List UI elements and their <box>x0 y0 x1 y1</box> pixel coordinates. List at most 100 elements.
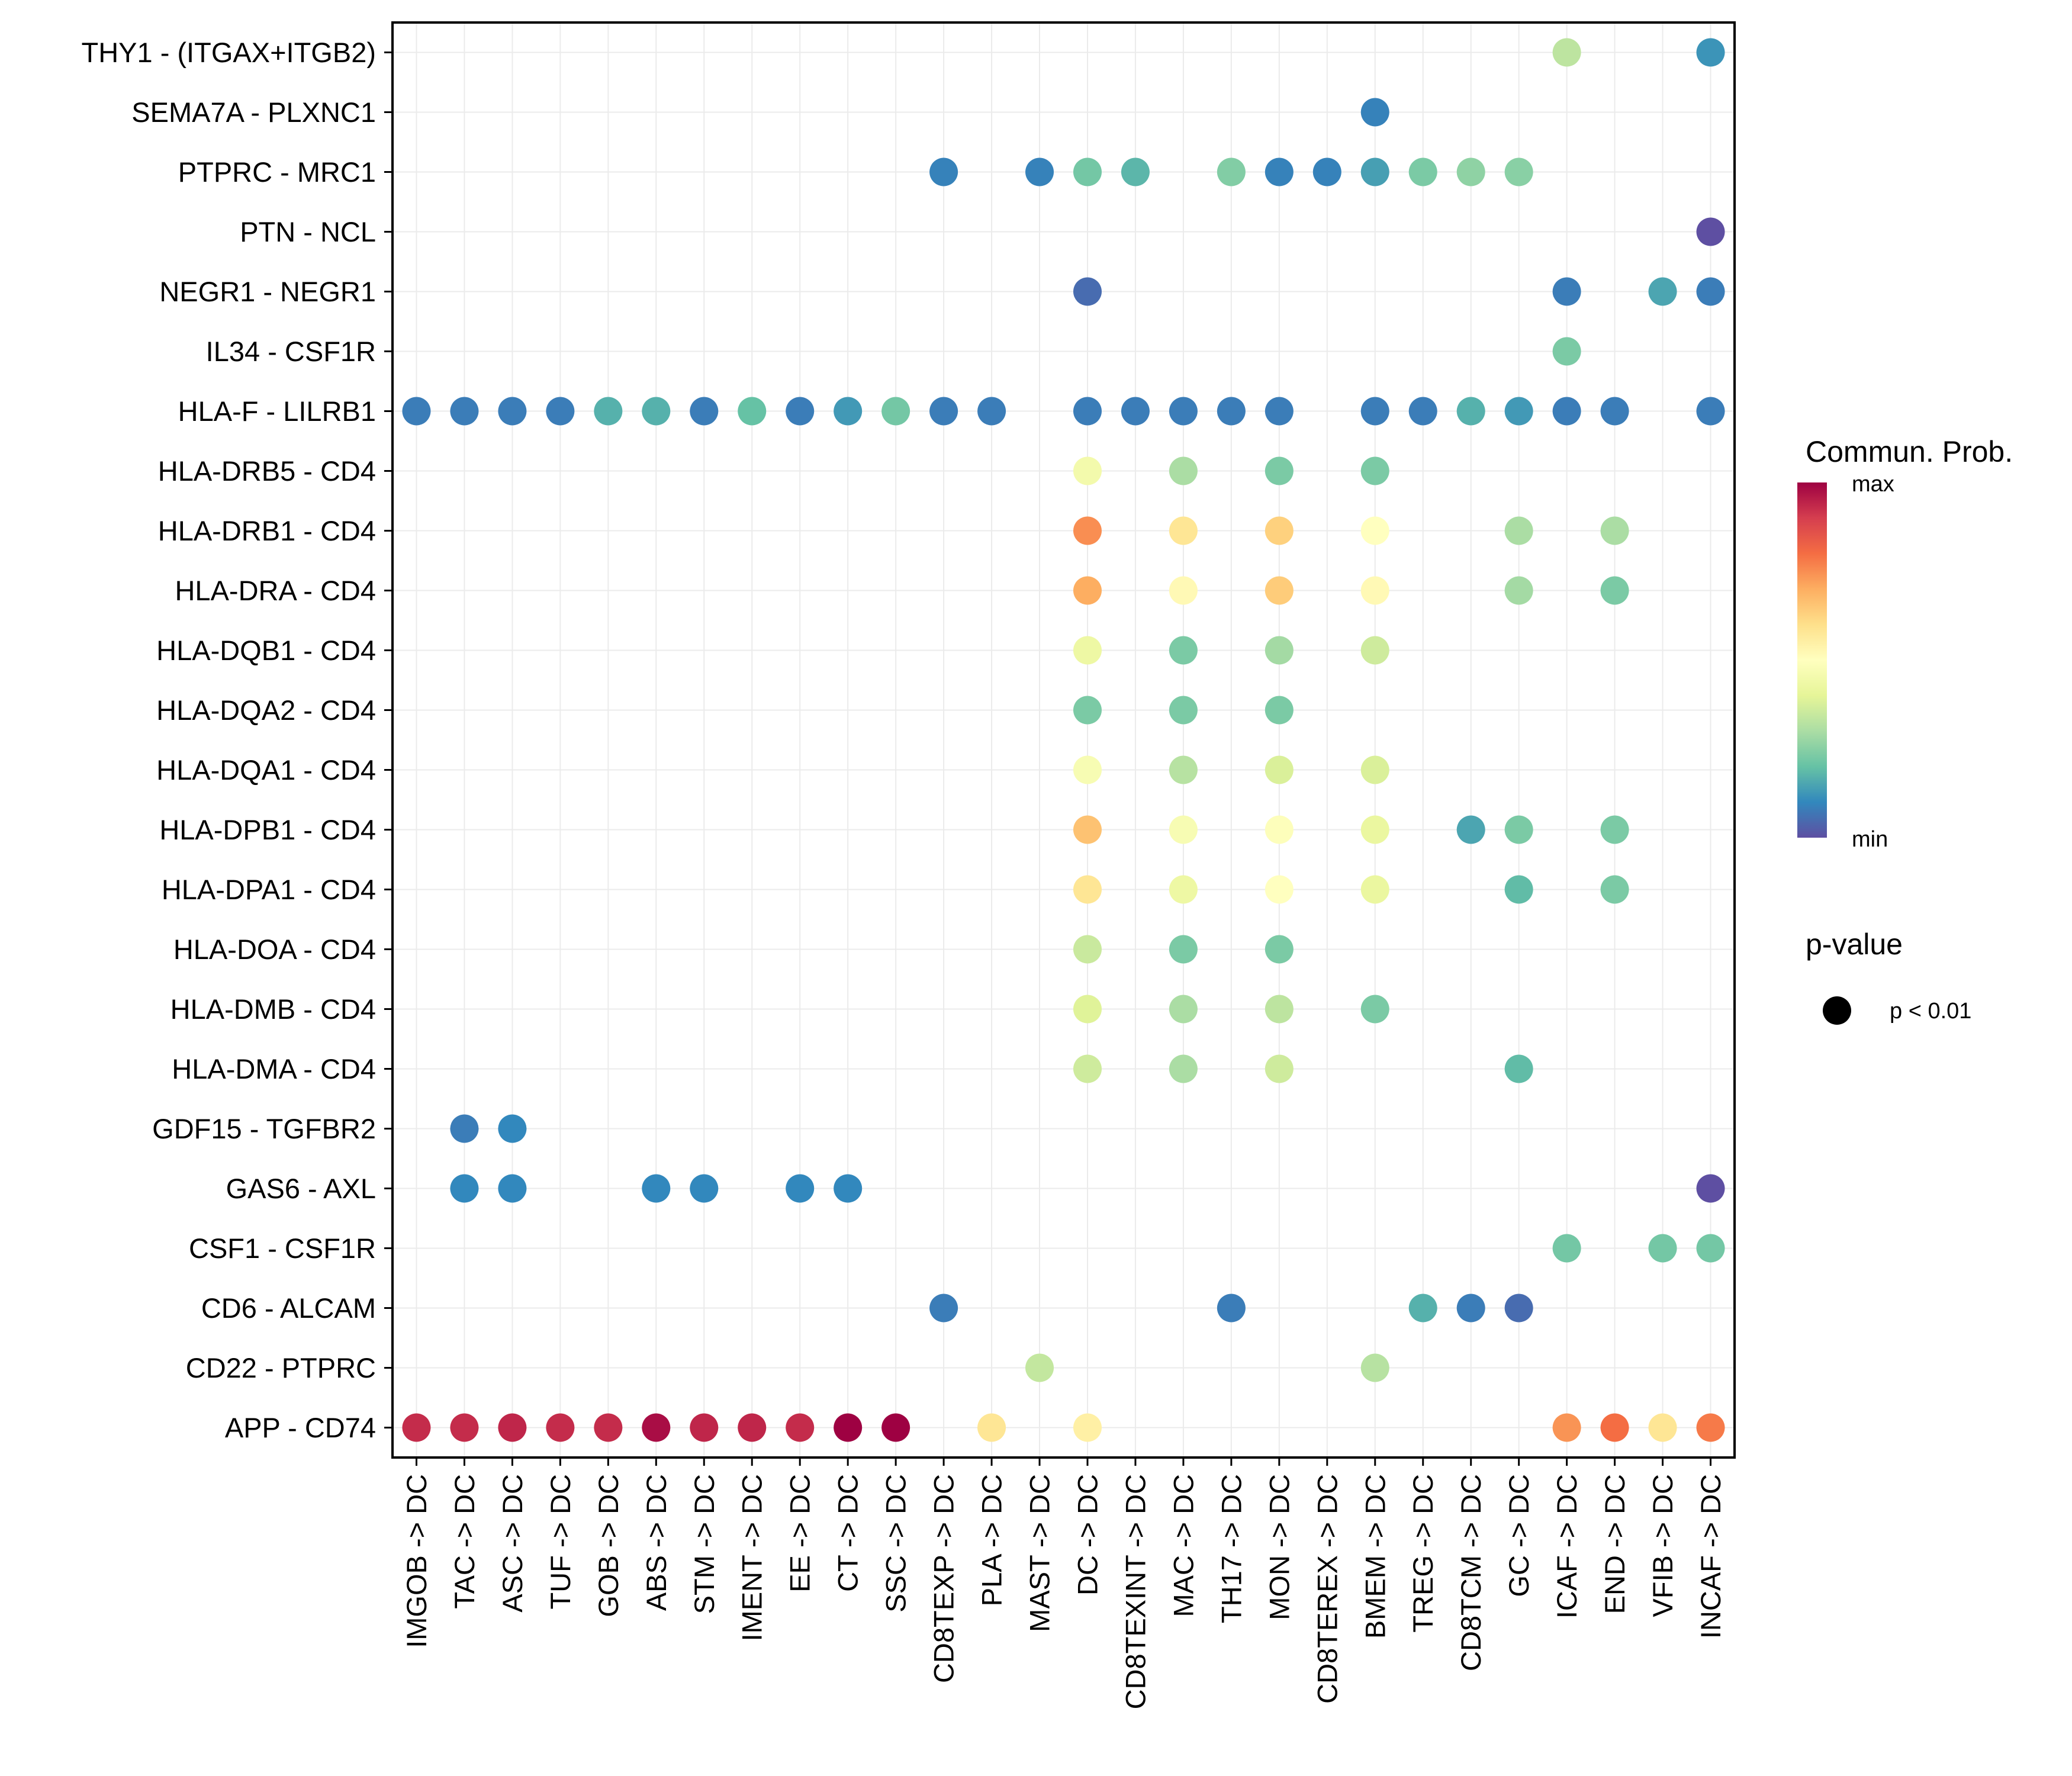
data-point: APP - CD74 | IMENT -> DC <box>738 1413 767 1442</box>
pvalue-legend: p-value p < 0.01 <box>1806 928 1971 1025</box>
data-point: HLA-F - LILRB1 | CD8TEXP -> DC <box>929 397 958 426</box>
data-point: HLA-F - LILRB1 | IMENT -> DC <box>738 397 767 426</box>
data-point: HLA-DMB - CD4 | MAC -> DC <box>1169 995 1198 1024</box>
y-tick-label: HLA-DRB1 - CD4 <box>158 515 376 546</box>
y-tick-label: HLA-DQA1 - CD4 <box>156 754 376 786</box>
y-tick-label: HLA-DQA2 - CD4 <box>156 694 376 726</box>
y-tick-label: GAS6 - AXL <box>226 1173 376 1204</box>
x-tick-label: DC -> DC <box>1072 1474 1103 1595</box>
data-point: PTPRC - MRC1 | GC -> DC <box>1504 157 1533 186</box>
data-point: HLA-DRB1 - CD4 | MAC -> DC <box>1169 516 1198 545</box>
y-tick-label: CSF1 - CSF1R <box>189 1233 376 1264</box>
x-tick-label: IMGOB -> DC <box>401 1474 432 1648</box>
data-point: HLA-DOA - CD4 | DC -> DC <box>1073 935 1102 964</box>
data-point: CD6 - ALCAM | TH17 -> DC <box>1217 1294 1246 1323</box>
data-point: GAS6 - AXL | EE -> DC <box>786 1174 815 1203</box>
data-point: HLA-F - LILRB1 | EE -> DC <box>786 397 815 426</box>
y-tick-label: HLA-F - LILRB1 <box>178 395 376 427</box>
data-point: PTPRC - MRC1 | CD8TEXINT -> DC <box>1121 157 1150 186</box>
x-tick-label: CD8TEXP -> DC <box>928 1474 960 1683</box>
data-point: CSF1 - CSF1R | INCAF -> DC <box>1696 1234 1725 1263</box>
data-point: GAS6 - AXL | ABS -> DC <box>642 1174 671 1203</box>
data-point: HLA-DRB1 - CD4 | GC -> DC <box>1504 516 1533 545</box>
data-point: HLA-DPB1 - CD4 | END -> DC <box>1600 815 1629 844</box>
pvalue-legend-label: p < 0.01 <box>1890 999 1971 1024</box>
data-point: HLA-DRA - CD4 | BMEM -> DC <box>1360 576 1389 605</box>
data-point: CD6 - ALCAM | CD8TEXP -> DC <box>929 1294 958 1323</box>
data-point: APP - CD74 | CT -> DC <box>834 1413 863 1442</box>
data-point: HLA-DQA1 - CD4 | DC -> DC <box>1073 755 1102 784</box>
data-point: HLA-F - LILRB1 | PLA -> DC <box>977 397 1006 426</box>
data-point: HLA-F - LILRB1 | TH17 -> DC <box>1217 397 1246 426</box>
x-tick-label: PLA -> DC <box>976 1474 1008 1606</box>
data-point: HLA-F - LILRB1 | ABS -> DC <box>642 397 671 426</box>
data-point: CSF1 - CSF1R | ICAF -> DC <box>1552 1234 1581 1263</box>
y-axis: THY1 - (ITGAX+ITGB2) SEMA7A - PLXNC1 PTPRC… <box>82 37 392 1443</box>
data-point: PTPRC - MRC1 | BMEM -> DC <box>1360 157 1389 186</box>
data-point: APP - CD74 | IMGOB -> DC <box>402 1413 431 1442</box>
colorbar-min-label: min <box>1852 827 1888 852</box>
data-point: APP - CD74 | SSC -> DC <box>881 1413 910 1442</box>
x-tick-label: CD8TEXINT -> DC <box>1119 1474 1151 1709</box>
data-point: HLA-DRB1 - CD4 | MON -> DC <box>1265 516 1294 545</box>
data-point: THY1 - (ITGAX+ITGB2) | ICAF -> DC <box>1552 38 1581 67</box>
data-point: NEGR1 - NEGR1 | INCAF -> DC <box>1696 277 1725 306</box>
y-tick-label: PTN - NCL <box>240 216 376 247</box>
data-point: HLA-DPB1 - CD4 | MAC -> DC <box>1169 815 1198 844</box>
data-point: HLA-F - LILRB1 | ASC -> DC <box>498 397 527 426</box>
y-tick-label: PTPRC - MRC1 <box>178 156 376 188</box>
x-tick-label: MAC -> DC <box>1167 1474 1199 1617</box>
data-point: GAS6 - AXL | TAC -> DC <box>450 1174 479 1203</box>
data-point: CD22 - PTPRC | BMEM -> DC <box>1360 1353 1389 1382</box>
x-tick-label: GOB -> DC <box>593 1474 624 1617</box>
data-point: HLA-F - LILRB1 | CT -> DC <box>834 397 863 426</box>
data-point: HLA-DMA - CD4 | MAC -> DC <box>1169 1054 1198 1083</box>
data-point: PTPRC - MRC1 | MAST -> DC <box>1025 157 1054 186</box>
data-point: APP - CD74 | PLA -> DC <box>977 1413 1006 1442</box>
x-tick-label: BMEM -> DC <box>1359 1474 1391 1639</box>
data-point: NEGR1 - NEGR1 | DC -> DC <box>1073 277 1102 306</box>
data-point: HLA-DPB1 - CD4 | MON -> DC <box>1265 815 1294 844</box>
colorbar-max-label: max <box>1852 472 1894 497</box>
data-point: PTPRC - MRC1 | MON -> DC <box>1265 157 1294 186</box>
data-point: HLA-DQA1 - CD4 | MON -> DC <box>1265 755 1294 784</box>
data-point: APP - CD74 | TUF -> DC <box>546 1413 575 1442</box>
data-point: HLA-DMB - CD4 | MON -> DC <box>1265 995 1294 1024</box>
data-point: CD6 - ALCAM | TREG -> DC <box>1408 1294 1437 1323</box>
data-point: PTPRC - MRC1 | CD8TCM -> DC <box>1456 157 1485 186</box>
data-point: HLA-F - LILRB1 | DC -> DC <box>1073 397 1102 426</box>
x-tick-label: MAST -> DC <box>1024 1474 1056 1632</box>
x-tick-label: EE -> DC <box>784 1474 816 1592</box>
data-point: HLA-F - LILRB1 | INCAF -> DC <box>1696 397 1725 426</box>
y-tick-label: NEGR1 - NEGR1 <box>159 276 376 307</box>
color-legend: Commun. Prob. max min <box>1797 435 2013 852</box>
data-point: HLA-F - LILRB1 | SSC -> DC <box>881 397 910 426</box>
data-point: HLA-DPA1 - CD4 | GC -> DC <box>1504 875 1533 904</box>
data-point: HLA-DRA - CD4 | GC -> DC <box>1504 576 1533 605</box>
x-tick-label: SSC -> DC <box>880 1474 912 1613</box>
x-tick-label: VFIB -> DC <box>1647 1474 1678 1617</box>
data-point: PTN - NCL | INCAF -> DC <box>1696 217 1725 246</box>
data-point: CD6 - ALCAM | CD8TCM -> DC <box>1456 1294 1485 1323</box>
data-point: HLA-DOA - CD4 | MON -> DC <box>1265 935 1294 964</box>
data-point: HLA-F - LILRB1 | CD8TCM -> DC <box>1456 397 1485 426</box>
plot-panel-border <box>391 21 1736 1459</box>
data-point: HLA-DMA - CD4 | DC -> DC <box>1073 1054 1102 1083</box>
data-point: HLA-F - LILRB1 | MAC -> DC <box>1169 397 1198 426</box>
data-point: PTPRC - MRC1 | CD8TEXP -> DC <box>929 157 958 186</box>
data-point: HLA-F - LILRB1 | TREG -> DC <box>1408 397 1437 426</box>
data-point: PTPRC - MRC1 | DC -> DC <box>1073 157 1102 186</box>
data-point: APP - CD74 | GOB -> DC <box>594 1413 623 1442</box>
data-point: HLA-DRA - CD4 | END -> DC <box>1600 576 1629 605</box>
y-tick-label: HLA-DRB5 - CD4 <box>158 455 376 487</box>
x-tick-label: ASC -> DC <box>497 1474 528 1613</box>
x-tick-label: IMENT -> DC <box>736 1474 768 1641</box>
data-point: HLA-DPA1 - CD4 | MON -> DC <box>1265 875 1294 904</box>
x-axis: IMGOB -> DC TAC -> DC ASC -> DC TUF -> DC GO… <box>401 1458 1726 1709</box>
data-point: HLA-DQA2 - CD4 | MON -> DC <box>1265 696 1294 725</box>
data-point: HLA-DMA - CD4 | GC -> DC <box>1504 1054 1533 1083</box>
data-point: HLA-F - LILRB1 | BMEM -> DC <box>1360 397 1389 426</box>
data-point: HLA-F - LILRB1 | TAC -> DC <box>450 397 479 426</box>
data-point: HLA-F - LILRB1 | ICAF -> DC <box>1552 397 1581 426</box>
